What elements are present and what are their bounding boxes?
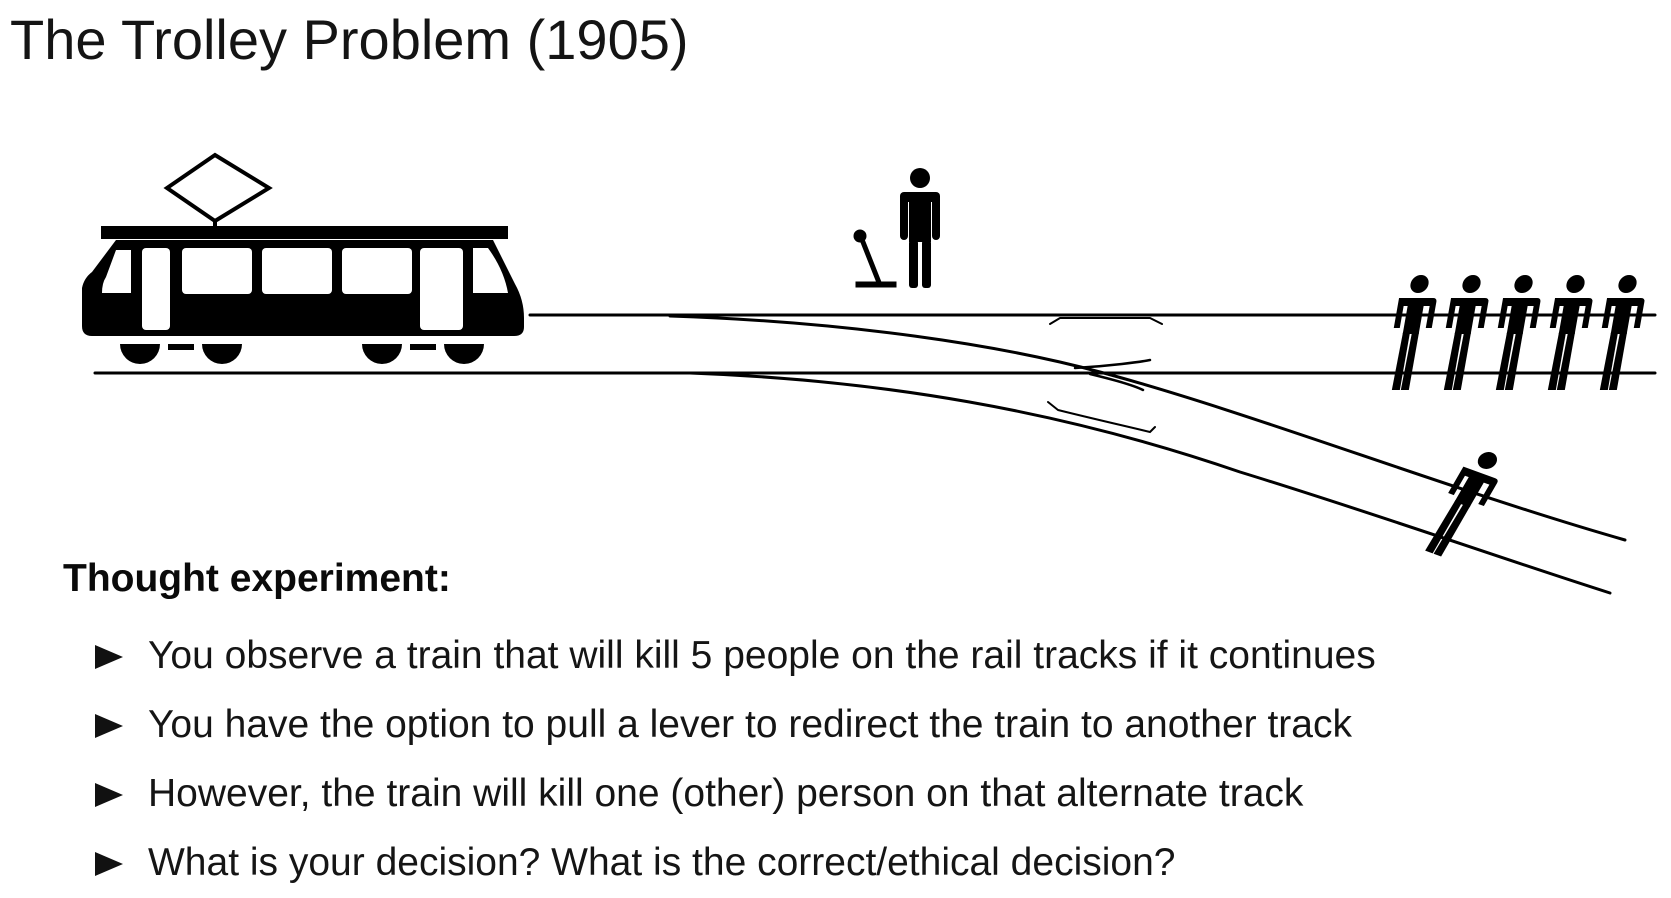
- rail-tracks: [93, 313, 1657, 595]
- trolley-pantograph: [163, 152, 273, 224]
- switch-point-upper: [1049, 317, 1163, 325]
- bullet-item: You observe a train that will kill 5 peo…: [95, 622, 1376, 691]
- triangle-bullet-icon: [95, 644, 123, 669]
- bystander-person-icon: [900, 168, 940, 288]
- bullet-item: What is your decision? What is the corre…: [95, 829, 1376, 898]
- branch-track-lower-rail: [688, 371, 1612, 595]
- bullet-text: However, the train will kill one (other)…: [148, 772, 1304, 816]
- bullet-item: However, the train will kill one (other)…: [95, 760, 1376, 829]
- slide-title: The Trolley Problem (1905): [10, 8, 689, 71]
- branch-track-upper-rail: [668, 314, 1627, 542]
- trolley-roof: [101, 226, 508, 239]
- bullet-text: You have the option to pull a lever to r…: [148, 703, 1352, 747]
- trolley-wheels: [120, 344, 484, 364]
- bullet-text: You observe a train that will kill 5 peo…: [148, 634, 1376, 678]
- bullet-text: What is your decision? What is the corre…: [148, 841, 1176, 885]
- triangle-bullet-icon: [95, 851, 123, 876]
- switch-point-lower: [1047, 401, 1156, 434]
- switch-point-middle: [1073, 358, 1152, 392]
- thought-experiment-bullets: You observe a train that will kill 5 peo…: [95, 622, 1376, 898]
- thought-experiment-heading: Thought experiment:: [63, 557, 451, 600]
- trolley-icon: [82, 152, 524, 364]
- lever-icon: [853, 229, 897, 288]
- bullet-item: You have the option to pull a lever to r…: [95, 691, 1376, 760]
- trolley-problem-illustration: [82, 152, 1657, 595]
- triangle-bullet-icon: [95, 782, 123, 807]
- triangle-bullet-icon: [95, 713, 123, 738]
